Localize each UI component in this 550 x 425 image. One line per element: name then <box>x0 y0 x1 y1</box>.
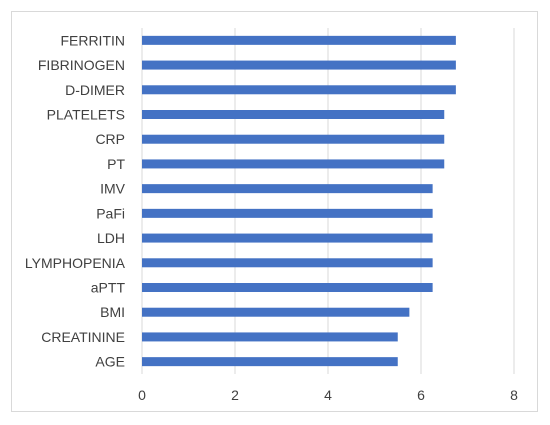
category-label: CREATININE <box>41 329 125 345</box>
category-label: IMV <box>100 181 126 197</box>
bar <box>142 332 398 342</box>
bar <box>142 134 445 144</box>
bar <box>142 60 456 70</box>
bar <box>142 110 445 119</box>
bar <box>142 159 445 169</box>
category-label: PLATELETS <box>47 107 125 123</box>
bars <box>142 35 456 367</box>
bar <box>142 35 456 45</box>
category-label: aPTT <box>91 280 126 296</box>
category-labels: FERRITIN FIBRINOGEN D-DIMER PLATELETS CRP PT I… <box>25 32 126 369</box>
x-tick-label: 8 <box>510 387 518 403</box>
bar <box>142 283 433 292</box>
x-tick-label: 4 <box>324 387 332 403</box>
category-label: PaFi <box>96 205 125 221</box>
bar <box>142 85 456 95</box>
bar <box>142 208 433 218</box>
category-label: LYMPHOPENIA <box>25 255 126 271</box>
bar <box>142 307 410 317</box>
x-axis-tick-labels: 0 2 4 6 8 <box>138 387 518 403</box>
category-label: FERRITIN <box>60 32 125 48</box>
category-label: AGE <box>95 354 125 370</box>
category-label: BMI <box>100 304 125 320</box>
x-tick-label: 2 <box>231 387 239 403</box>
bar <box>142 357 398 367</box>
category-label: PT <box>107 156 125 172</box>
bar <box>142 258 433 268</box>
x-tick-label: 0 <box>138 387 146 403</box>
bar <box>142 184 433 194</box>
x-tick-label: 6 <box>417 387 425 403</box>
bar <box>142 233 433 243</box>
category-label: FIBRINOGEN <box>38 57 125 73</box>
category-label: LDH <box>97 230 125 246</box>
gridlines <box>141 28 515 374</box>
category-label: CRP <box>95 131 125 147</box>
category-label: D-DIMER <box>65 82 125 98</box>
